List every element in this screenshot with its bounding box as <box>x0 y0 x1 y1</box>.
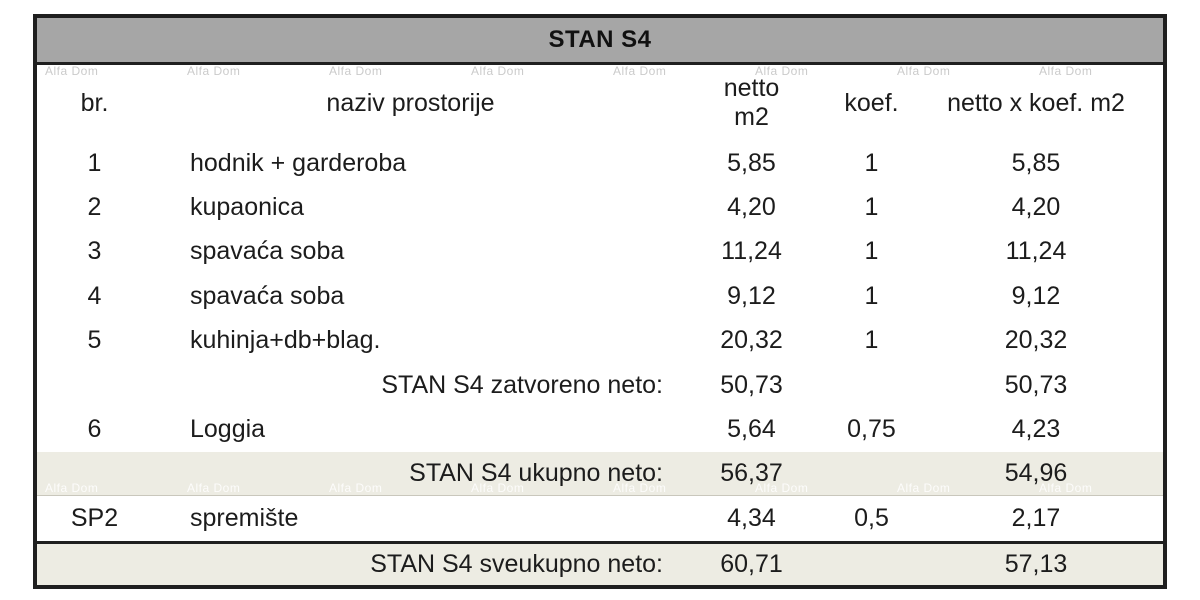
table-row: 5 kuhinja+db+blag. 20,32 1 20,32 <box>37 319 1163 363</box>
col-header-naziv: naziv prostorije <box>326 88 495 117</box>
cell-koef: 1 <box>864 326 879 355</box>
cell-netto: 5,64 <box>727 415 776 444</box>
cell-total: 54,96 <box>909 451 1163 496</box>
cell-naziv: kupaonica <box>190 193 304 222</box>
table-row: 4 spavaća soba 9,12 1 9,12 <box>37 274 1163 318</box>
cell-netto: 56,37 <box>669 451 834 496</box>
cell-total: 11,24 <box>1005 237 1067 266</box>
col-header-koef: koef. <box>844 88 899 117</box>
cell-br: 6 <box>87 415 102 444</box>
cell-koef <box>834 543 909 585</box>
cell-br: 2 <box>87 193 102 222</box>
cell-naziv: spavaća soba <box>190 237 345 266</box>
col-header-netto: netto m2 <box>669 65 834 141</box>
total-label: STAN S4 sveukupno neto: <box>37 543 669 585</box>
cell-total: 4,20 <box>1011 193 1061 222</box>
table-row: 1 hodnik + garderoba 5,85 1 5,85 <box>37 141 1163 185</box>
col-header-netto-line1: netto <box>723 74 780 103</box>
subtotal-row-ukupno: STAN S4 ukupno neto: 56,37 54,96 <box>37 451 1163 497</box>
table-title: STAN S4 <box>548 26 652 53</box>
subtotal-label: STAN S4 zatvoreno neto: <box>381 370 663 399</box>
cell-netto: 9,12 <box>727 281 776 310</box>
table-row: 3 spavaća soba 11,24 1 11,24 <box>37 230 1163 274</box>
area-table: STAN S4 br. naziv prostorije netto m2 ko… <box>33 14 1167 589</box>
cell-br: 5 <box>87 326 102 355</box>
cell-koef: 1 <box>864 148 879 177</box>
cell-netto: 20,32 <box>720 326 783 355</box>
cell-netto: 5,85 <box>727 148 776 177</box>
cell-br: 3 <box>87 237 102 266</box>
col-header-total: netto x koef. m2 <box>947 88 1125 117</box>
cell-koef <box>834 363 909 407</box>
cell-total: 2,17 <box>1011 503 1061 532</box>
cell-total: 20,32 <box>1004 326 1068 355</box>
cell-br: SP2 <box>70 503 119 532</box>
cell-br: 1 <box>87 148 102 177</box>
table-row: 6 Loggia 5,64 0,75 4,23 <box>37 407 1163 451</box>
cell-naziv: spavaća soba <box>190 281 345 310</box>
subtotal-label: STAN S4 ukupno neto: <box>37 451 669 496</box>
subtotal-row-zatvoreno: STAN S4 zatvoreno neto: 50,73 50,73 <box>37 363 1163 407</box>
cell-netto: 4,20 <box>727 193 776 222</box>
cell-netto: 11,24 <box>721 237 782 266</box>
cell-total: 9,12 <box>1011 281 1061 310</box>
cell-total: 4,23 <box>1011 415 1061 444</box>
cell-br: 4 <box>87 281 102 310</box>
cell-koef: 1 <box>864 237 879 266</box>
cell-total: 57,13 <box>909 543 1163 585</box>
cell-total: 50,73 <box>1004 370 1068 399</box>
table-title-bar: STAN S4 <box>37 18 1163 65</box>
total-row-sveukupno: STAN S4 sveukupno neto: 60,71 57,13 <box>37 540 1163 585</box>
cell-koef: 1 <box>864 281 879 310</box>
table-row: 2 kupaonica 4,20 1 4,20 <box>37 185 1163 229</box>
cell-naziv: hodnik + garderoba <box>190 148 407 177</box>
cell-koef: 0,75 <box>847 415 896 444</box>
cell-total: 5,85 <box>1011 148 1061 177</box>
cell-koef: 0,5 <box>854 503 889 532</box>
cell-netto: 4,34 <box>727 503 776 532</box>
cell-koef <box>834 451 909 496</box>
cell-naziv: spremište <box>190 503 299 532</box>
cell-netto: 50,73 <box>720 370 783 399</box>
table-row: SP2 spremište 4,34 0,5 2,17 <box>37 496 1163 540</box>
cell-netto: 60,71 <box>669 543 834 585</box>
cell-naziv: kuhinja+db+blag. <box>190 326 381 355</box>
column-header-row: br. naziv prostorije netto m2 koef. nett… <box>37 65 1163 141</box>
cell-koef: 1 <box>864 193 879 222</box>
col-header-netto-line2: m2 <box>734 103 769 131</box>
cell-naziv: Loggia <box>190 415 266 444</box>
col-header-br: br. <box>80 88 109 117</box>
